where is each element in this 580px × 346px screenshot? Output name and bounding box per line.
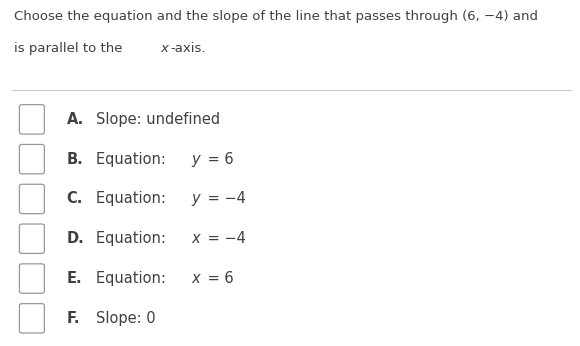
Text: = 6: = 6: [203, 152, 234, 167]
Text: A.: A.: [67, 112, 84, 127]
Text: F.: F.: [67, 311, 80, 326]
Text: x: x: [160, 42, 168, 55]
Text: x: x: [192, 271, 201, 286]
Text: Equation:: Equation:: [96, 271, 170, 286]
Text: Slope: 0: Slope: 0: [96, 311, 155, 326]
Text: Equation:: Equation:: [96, 191, 170, 207]
Text: is parallel to the: is parallel to the: [14, 42, 127, 55]
FancyBboxPatch shape: [20, 104, 45, 134]
FancyBboxPatch shape: [20, 304, 45, 333]
Text: y: y: [192, 152, 201, 167]
FancyBboxPatch shape: [20, 184, 45, 214]
Text: Equation:: Equation:: [96, 231, 170, 246]
Text: C.: C.: [67, 191, 83, 207]
Text: Equation:: Equation:: [96, 152, 170, 167]
Text: -axis.: -axis.: [170, 42, 206, 55]
Text: B.: B.: [67, 152, 84, 167]
Text: = −4: = −4: [203, 191, 246, 207]
Text: Choose the equation and the slope of the line that passes through (6, −4) and: Choose the equation and the slope of the…: [14, 10, 538, 24]
Text: Slope: undefined: Slope: undefined: [96, 112, 220, 127]
Text: E.: E.: [67, 271, 82, 286]
Text: y: y: [192, 191, 201, 207]
Text: = 6: = 6: [203, 271, 234, 286]
FancyBboxPatch shape: [20, 224, 45, 253]
Text: = −4: = −4: [203, 231, 246, 246]
FancyBboxPatch shape: [20, 145, 45, 174]
FancyBboxPatch shape: [20, 264, 45, 293]
Text: x: x: [192, 231, 201, 246]
Text: D.: D.: [67, 231, 85, 246]
